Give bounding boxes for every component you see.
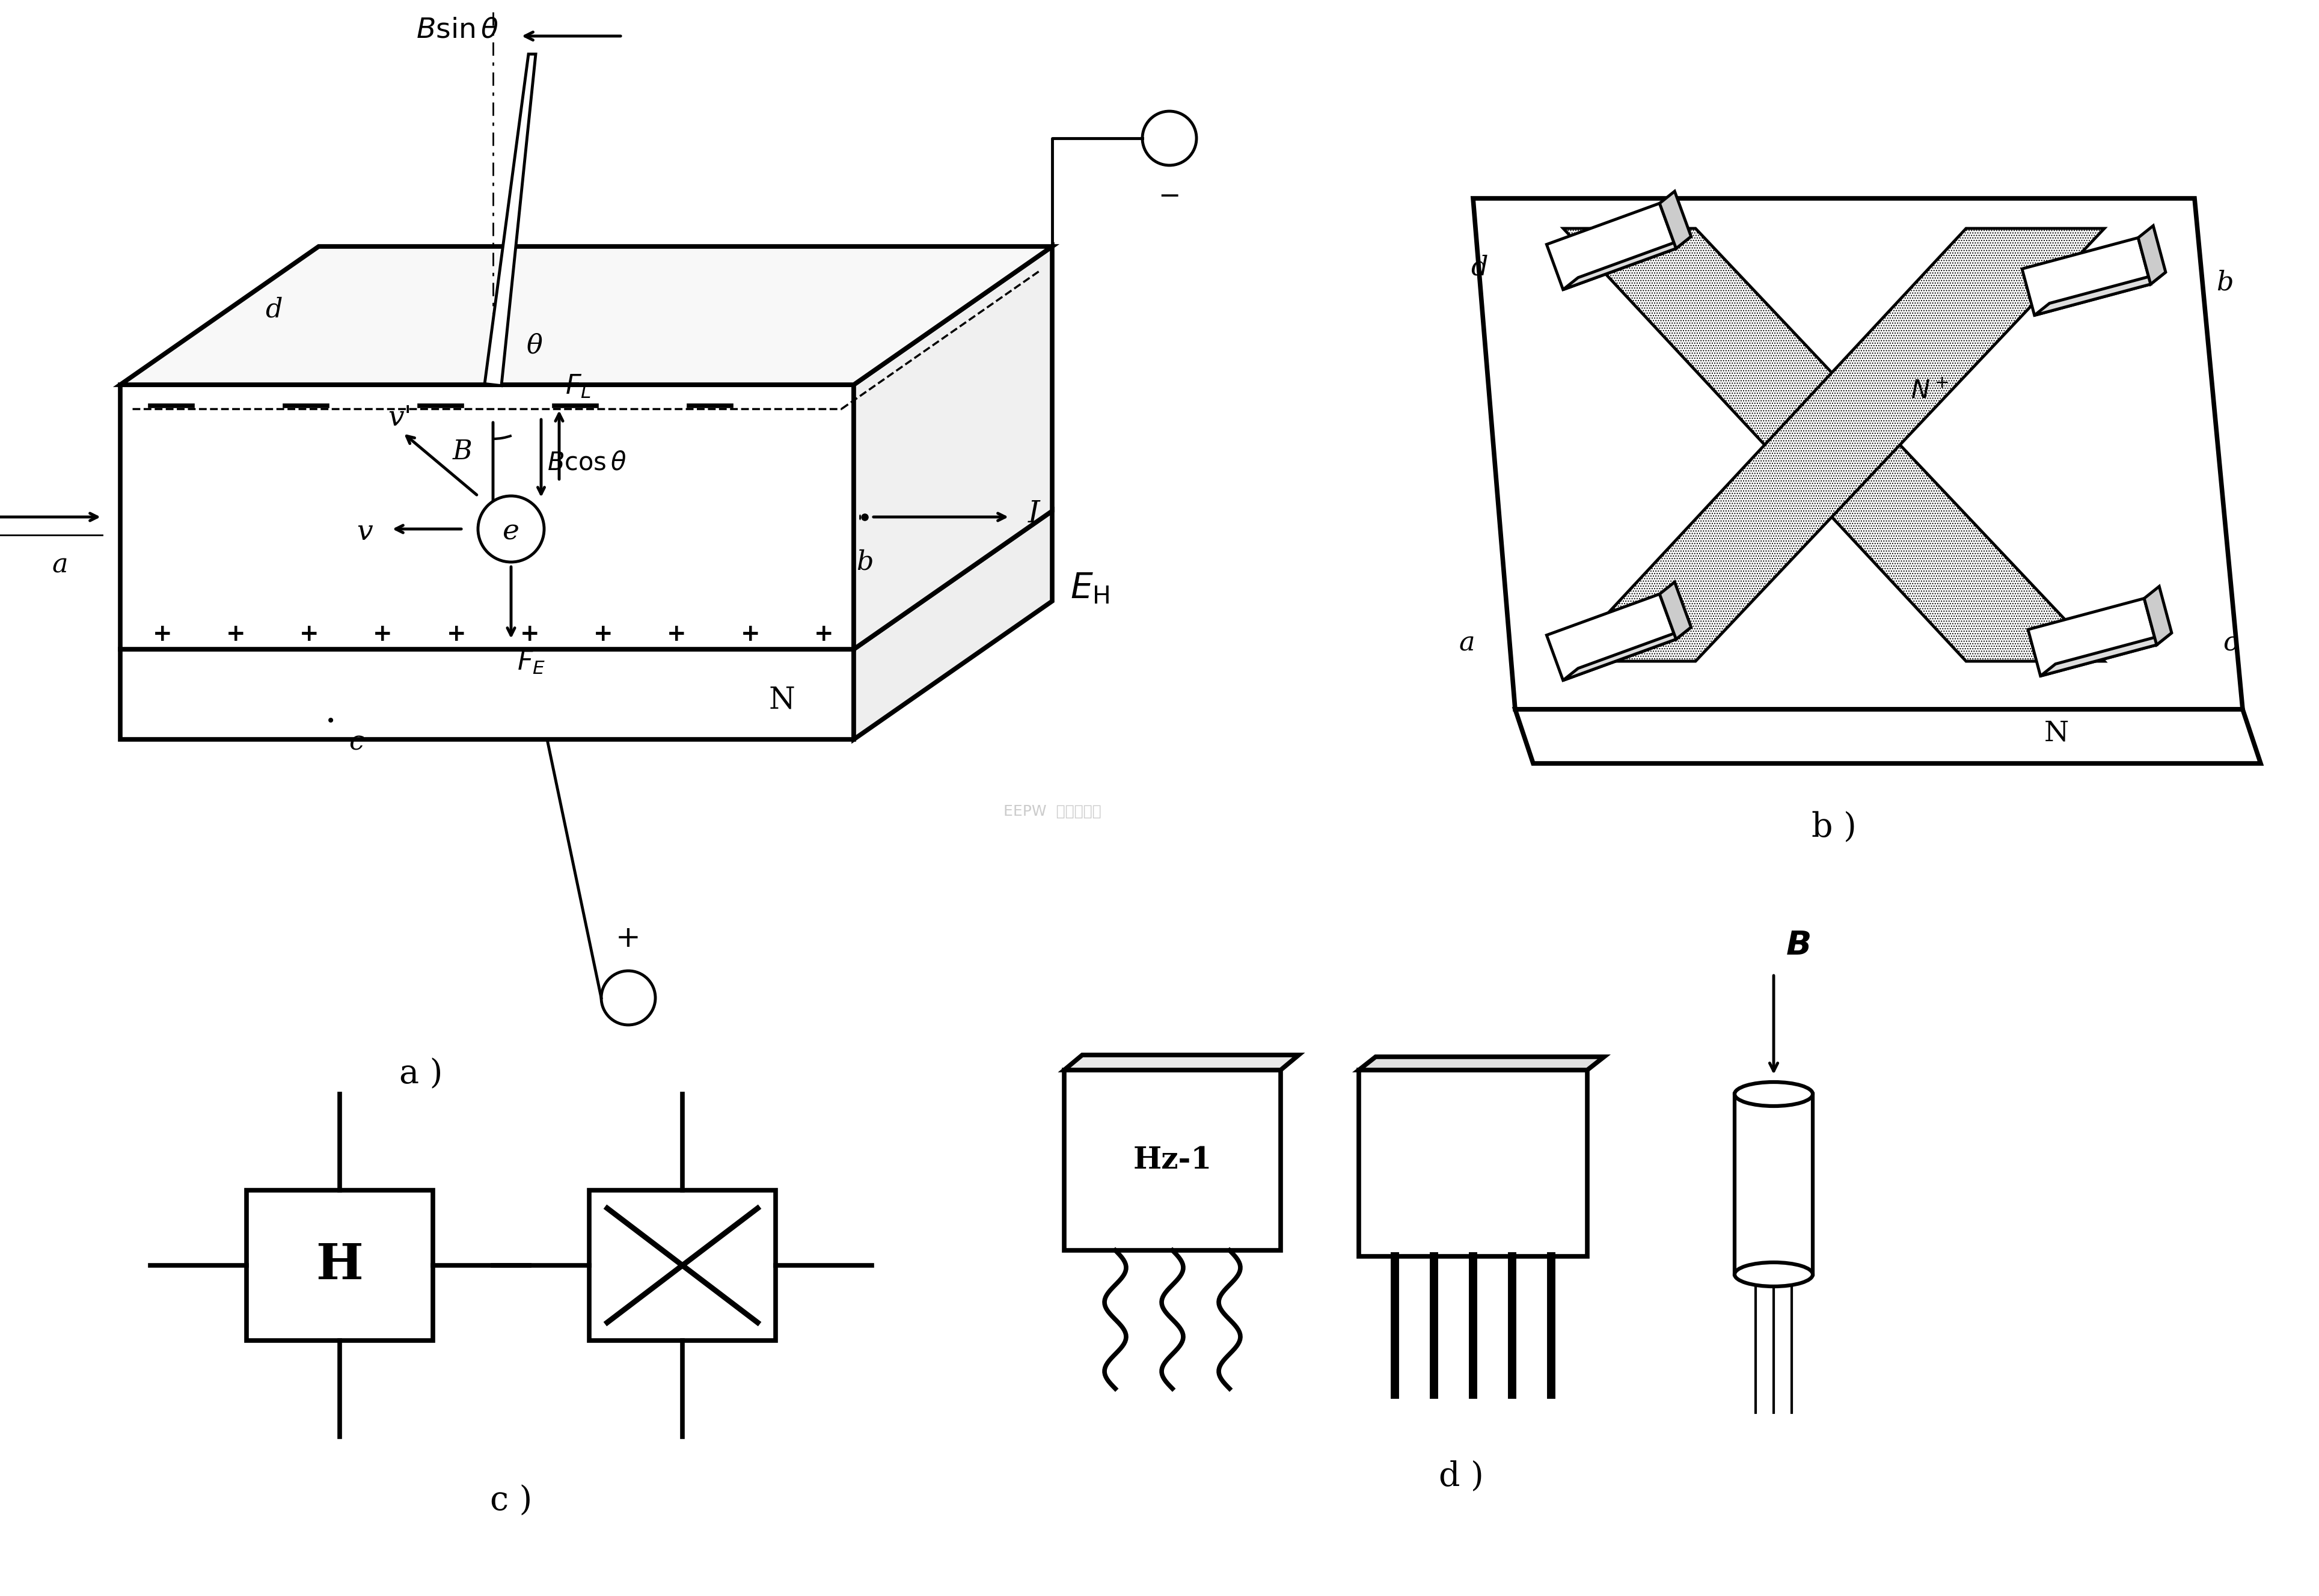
Text: Hz-1: Hz-1 <box>1134 1146 1213 1175</box>
Text: +: + <box>448 622 466 646</box>
Polygon shape <box>1563 627 1691 680</box>
Bar <box>1359 1069 1586 1256</box>
Polygon shape <box>1563 228 2103 661</box>
Polygon shape <box>2022 238 2150 316</box>
Text: H: H <box>315 1242 364 1290</box>
Text: v': v' <box>387 404 413 431</box>
Polygon shape <box>853 246 1053 650</box>
Text: $B\cos\theta$: $B\cos\theta$ <box>547 450 626 476</box>
Text: −: − <box>1157 184 1180 209</box>
Polygon shape <box>121 385 853 650</box>
Polygon shape <box>2145 586 2171 645</box>
Text: a: a <box>51 552 67 578</box>
Text: $E_\mathrm{H}$: $E_\mathrm{H}$ <box>1069 571 1111 606</box>
Polygon shape <box>121 246 1053 385</box>
Text: c: c <box>348 729 364 755</box>
Polygon shape <box>2041 634 2171 677</box>
Ellipse shape <box>1735 1262 1813 1286</box>
Bar <box>1064 1069 1280 1250</box>
Polygon shape <box>1359 1057 1605 1069</box>
Text: b ): b ) <box>1811 811 1855 844</box>
Polygon shape <box>1514 709 2261 763</box>
Text: +: + <box>299 622 320 646</box>
Bar <box>589 1191 775 1341</box>
Text: EEPW  电子发烧友: EEPW 电子发烧友 <box>1004 804 1102 819</box>
Ellipse shape <box>1735 1082 1813 1106</box>
Text: +: + <box>814 622 833 646</box>
Text: e: e <box>503 519 519 546</box>
Text: B: B <box>452 439 473 464</box>
Text: b: b <box>856 549 874 575</box>
Text: +: + <box>519 622 540 646</box>
Text: I: I <box>1027 500 1039 528</box>
Circle shape <box>478 496 545 562</box>
Text: $N^+$: $N^+$ <box>1911 378 1948 404</box>
Text: $F_E$: $F_E$ <box>517 650 545 675</box>
Text: +: + <box>373 622 392 646</box>
Text: $\boldsymbol{B}$: $\boldsymbol{B}$ <box>1786 929 1811 962</box>
Text: v: v <box>357 519 373 546</box>
Polygon shape <box>2029 598 2157 677</box>
Polygon shape <box>1660 583 1691 640</box>
Polygon shape <box>121 650 853 739</box>
Polygon shape <box>2034 273 2166 316</box>
Text: +: + <box>225 622 246 646</box>
Bar <box>1735 1093 1813 1274</box>
Text: $F_L$: $F_L$ <box>566 373 591 399</box>
Polygon shape <box>1547 594 1677 680</box>
Text: d: d <box>264 297 283 322</box>
Polygon shape <box>1547 203 1677 289</box>
Text: N: N <box>2043 720 2069 747</box>
Polygon shape <box>1473 198 2242 709</box>
Text: d ): d ) <box>1438 1460 1484 1494</box>
Text: +: + <box>617 924 640 953</box>
Text: +: + <box>153 622 172 646</box>
Bar <box>246 1191 434 1341</box>
Polygon shape <box>1563 228 2103 661</box>
Text: d: d <box>1470 254 1486 281</box>
Text: N: N <box>768 685 795 715</box>
Polygon shape <box>1660 192 1691 249</box>
Text: b: b <box>2217 270 2233 295</box>
Text: a: a <box>1459 630 1475 656</box>
Text: a ): a ) <box>399 1058 443 1092</box>
Polygon shape <box>1064 1055 1299 1069</box>
Polygon shape <box>2138 225 2166 284</box>
Polygon shape <box>1563 236 1691 289</box>
Text: c ): c ) <box>489 1484 531 1518</box>
Text: +: + <box>594 622 612 646</box>
Text: +: + <box>740 622 761 646</box>
Text: +: + <box>668 622 686 646</box>
Polygon shape <box>485 54 536 386</box>
Text: •: • <box>325 713 336 729</box>
Polygon shape <box>853 511 1053 739</box>
Text: θ: θ <box>526 332 543 359</box>
Text: c: c <box>2224 630 2238 656</box>
Text: $B\sin\theta$: $B\sin\theta$ <box>415 16 499 43</box>
